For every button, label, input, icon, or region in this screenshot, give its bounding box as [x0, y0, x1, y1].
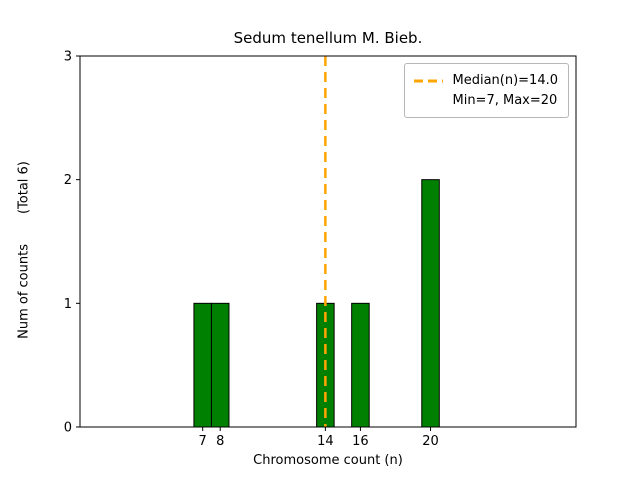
y-axis-label-text: Num of counts: [16, 244, 32, 339]
legend-median-label: Median(n)=14.0: [452, 73, 558, 88]
chart-title: Sedum tenellum M. Bieb.: [233, 29, 423, 47]
x-tick-label: 14: [317, 434, 334, 449]
axes-frame: [79, 55, 577, 428]
legend-entry-minmax: Min=7, Max=20: [414, 91, 558, 111]
x-tick-label: 16: [352, 434, 369, 449]
legend-entry-median: Median(n)=14.0: [414, 71, 558, 91]
median-dashed-line-swatch: [414, 79, 444, 83]
y-axis-total-annotation: (Total 6): [16, 161, 32, 215]
bar-x20: [421, 179, 440, 428]
y-tick-label: 3: [64, 50, 72, 65]
x-axis-label: Chromosome count (n): [253, 453, 403, 468]
y-axis-label: Num of counts (Total 6): [17, 161, 32, 339]
bar-x7: [193, 302, 212, 428]
y-tick-label: 1: [64, 297, 72, 312]
bar-x16: [351, 302, 370, 428]
x-tick-label: 8: [216, 434, 224, 449]
x-tick-label: 7: [199, 434, 207, 449]
x-tick-label: 20: [422, 434, 439, 449]
legend: Median(n)=14.0 Min=7, Max=20: [404, 63, 569, 118]
y-tick-label: 2: [64, 173, 72, 188]
y-tick-label: 0: [64, 421, 72, 436]
bar-x8: [210, 302, 230, 428]
legend-minmax-label: Min=7, Max=20: [452, 92, 558, 108]
